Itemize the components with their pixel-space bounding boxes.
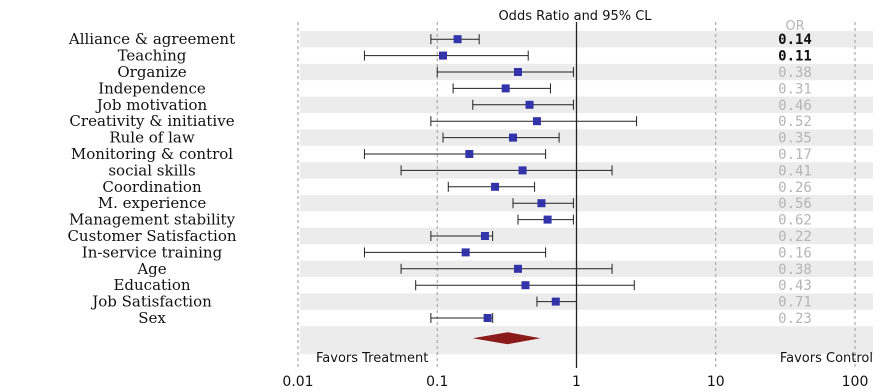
or-value: 0.62 [778, 213, 812, 229]
point-estimate [480, 232, 489, 240]
forest-row: Organize 0.38 [117, 63, 811, 81]
or-value: 0.35 [778, 131, 812, 147]
row-label: Creativity & initiative [69, 112, 234, 130]
row-stripe [300, 227, 873, 245]
x-tick-label: 0.1 [426, 374, 448, 390]
or-value: 0.43 [778, 278, 812, 294]
point-estimate [513, 68, 522, 76]
row-label: Rule of law [109, 129, 194, 147]
row-label: M. experience [98, 194, 207, 212]
row-stripe [300, 63, 873, 81]
forest-row: Creativity & initiative 0.52 [69, 112, 811, 130]
favors-treatment-label: Favors Treatment [316, 351, 428, 366]
forest-row: Sex 0.23 [138, 309, 812, 327]
row-label: Teaching [118, 47, 187, 65]
or-value: 0.22 [778, 229, 812, 245]
row-stripe [300, 293, 873, 310]
or-value: 0.41 [778, 163, 812, 179]
or-value: 0.31 [778, 81, 812, 97]
or-value: 0.16 [778, 245, 812, 261]
row-label: Independence [98, 79, 206, 97]
forest-row: Teaching 0.11 [118, 47, 812, 65]
forest-row: Alliance & agreement 0.14 [68, 30, 812, 48]
point-estimate [483, 314, 492, 322]
forest-row: In-service training 0.16 [82, 243, 812, 261]
or-value: 0.46 [778, 98, 812, 114]
point-estimate [513, 264, 522, 273]
point-estimate [518, 166, 527, 175]
or-value: 0.14 [778, 32, 812, 48]
or-value: 0.23 [778, 311, 812, 327]
row-label: Organize [117, 63, 186, 81]
point-estimate [525, 100, 534, 109]
x-tick-label: 100 [842, 374, 869, 390]
forest-row: Education 0.43 [113, 276, 811, 294]
x-tick-label: 0.01 [282, 374, 313, 390]
or-value: 0.71 [778, 295, 812, 311]
or-value: 0.11 [778, 49, 812, 65]
forest-row: Coordination 0.26 [102, 178, 811, 196]
point-estimate [453, 35, 462, 44]
forest-row: Management stability 0.62 [69, 211, 812, 229]
row-label: Monitoring & control [71, 145, 233, 163]
or-column-header: OR [785, 19, 804, 34]
summary-stripe [300, 326, 873, 355]
row-label: Job Satisfaction [90, 293, 212, 311]
row-label: In-service training [82, 243, 223, 261]
forest-row: Rule of law 0.35 [109, 129, 812, 147]
row-label: Management stability [69, 211, 236, 229]
or-value: 0.52 [778, 114, 812, 130]
point-estimate [551, 297, 560, 306]
point-estimate [461, 248, 470, 257]
point-estimate [509, 133, 518, 142]
point-estimate [543, 215, 552, 224]
row-stripe [300, 96, 873, 113]
point-estimate [532, 117, 541, 126]
point-estimate [501, 84, 510, 93]
chart-title: Odds Ratio and 95% CL [498, 9, 652, 24]
row-stripe [300, 195, 873, 212]
point-estimate [521, 281, 530, 290]
or-value: 0.38 [778, 262, 812, 278]
point-estimate [439, 51, 448, 60]
forest-row: Job motivation 0.46 [95, 96, 812, 114]
favors-control-label: Favors Control [780, 351, 873, 366]
forest-row: Independence 0.31 [98, 79, 812, 97]
forest-row: Monitoring & control 0.17 [71, 145, 812, 163]
forest-row: social skills 0.41 [108, 161, 812, 179]
row-label: Sex [138, 309, 166, 327]
forest-row: Job Satisfaction 0.71 [90, 293, 812, 311]
row-label: Customer Satisfaction [67, 227, 236, 245]
or-value: 0.17 [778, 147, 812, 163]
or-value: 0.56 [778, 196, 812, 212]
or-value: 0.38 [778, 65, 812, 81]
row-label: Education [113, 276, 190, 294]
summary-diamond [472, 332, 541, 345]
point-estimate [537, 199, 546, 208]
row-stripe [300, 31, 873, 48]
row-label: Age [136, 260, 166, 278]
forest-row: Customer Satisfaction 0.22 [67, 227, 811, 245]
point-estimate [491, 182, 500, 191]
row-label: Job motivation [95, 96, 208, 114]
row-label: social skills [108, 161, 195, 179]
forest-row: M. experience 0.56 [98, 194, 812, 212]
or-value: 0.26 [778, 180, 812, 196]
row-label: Coordination [102, 178, 202, 196]
x-tick-label: 10 [707, 374, 725, 390]
point-estimate [465, 150, 474, 158]
row-label: Alliance & agreement [68, 30, 235, 48]
x-tick-label: 1 [572, 374, 581, 390]
forest-row: Age 0.38 [136, 260, 812, 278]
